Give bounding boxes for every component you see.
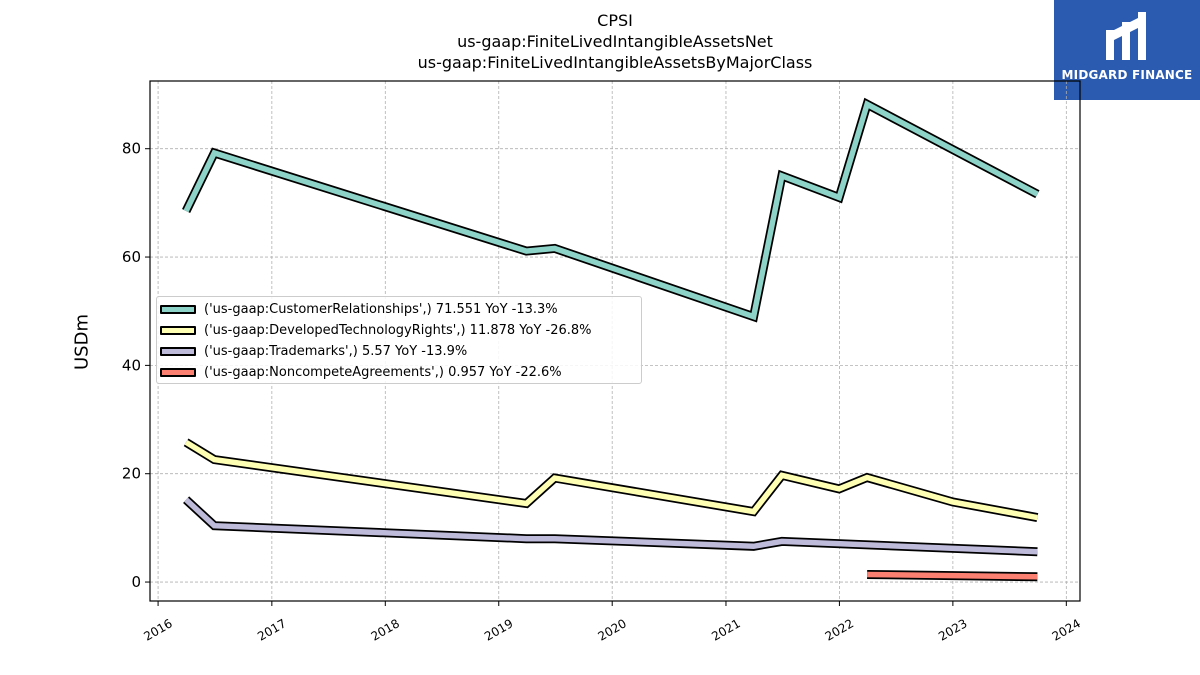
x-tick-label: 2019 [482, 616, 515, 643]
brand-logo: MIDGARD FINANCE [1054, 0, 1200, 100]
legend-item: ('us-gaap:Trademarks',) 5.57 YoY -13.9% [160, 341, 467, 361]
legend-swatch [160, 367, 196, 377]
axes: 0 20 40 60 80 2016 2017 2018 2019 2020 2021 2022 202… [122, 140, 1083, 644]
brand-logo-text: MIDGARD FINANCE [1061, 68, 1193, 82]
chart-legend: ('us-gaap:CustomerRelationships',) 71.55… [156, 296, 642, 384]
legend-label: ('us-gaap:DevelopedTechnologyRights',) 1… [204, 322, 592, 338]
legend-item: ('us-gaap:NoncompeteAgreements',) 0.957 … [160, 362, 562, 382]
series-line [182, 97, 1040, 323]
legend-swatch [160, 304, 196, 314]
x-tick-label: 2016 [141, 616, 174, 643]
x-tick-label: 2020 [595, 616, 628, 643]
legend-item: ('us-gaap:CustomerRelationships',) 71.55… [160, 299, 558, 319]
x-tick-label: 2023 [936, 616, 969, 643]
x-tick-label: 2017 [255, 616, 288, 643]
title-line-1: CPSI [597, 11, 633, 30]
plot-frame [149, 80, 1081, 602]
y-tick-label: 60 [122, 248, 141, 266]
x-tick-label: 2021 [709, 616, 742, 643]
y-tick-label: 80 [122, 140, 141, 158]
x-tick-label: 2024 [1050, 616, 1083, 643]
series-line [183, 438, 1039, 523]
series-line-core [184, 439, 1038, 521]
series-line-core [183, 100, 1039, 321]
chart-title: CPSI us-gaap:FiniteLivedIntangibleAssets… [150, 10, 1080, 73]
series-layer [182, 97, 1040, 582]
y-tick-label: 40 [122, 356, 141, 374]
series-line-core [867, 571, 1038, 580]
series-line [867, 570, 1038, 582]
series-line-outline [183, 438, 1039, 523]
series-line-outline [182, 97, 1040, 323]
legend-swatch [160, 346, 196, 356]
series-line [183, 496, 1038, 557]
y-tick-label: 0 [131, 573, 141, 591]
legend-label: ('us-gaap:NoncompeteAgreements',) 0.957 … [204, 364, 562, 380]
legend-swatch [160, 325, 196, 335]
series-line-core [184, 497, 1038, 555]
title-line-3: us-gaap:FiniteLivedIntangibleAssetsByMaj… [417, 53, 813, 72]
legend-label: ('us-gaap:CustomerRelationships',) 71.55… [204, 301, 558, 317]
x-tick-label: 2018 [369, 616, 402, 643]
y-tick-label: 20 [122, 465, 141, 483]
legend-label: ('us-gaap:Trademarks',) 5.57 YoY -13.9% [204, 343, 468, 359]
brand-logo-icon [1106, 12, 1146, 60]
legend-item: ('us-gaap:DevelopedTechnologyRights',) 1… [160, 320, 592, 340]
x-tick-label: 2022 [823, 616, 856, 643]
title-line-2: us-gaap:FiniteLivedIntangibleAssetsNet [457, 32, 773, 51]
